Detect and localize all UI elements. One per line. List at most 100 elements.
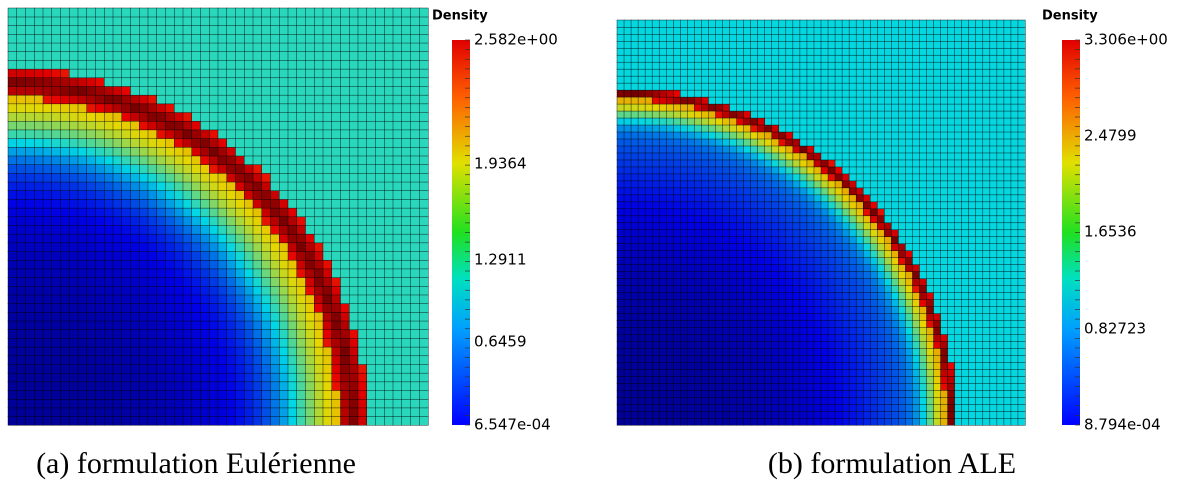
cell [7, 416, 18, 426]
cell [209, 33, 219, 44]
cell [60, 416, 70, 426]
cell [813, 96, 822, 105]
cell [200, 224, 210, 235]
cell [687, 201, 695, 210]
cell [708, 138, 717, 147]
cell [156, 77, 167, 87]
cell [877, 236, 885, 244]
cell [708, 417, 717, 426]
cell [687, 222, 695, 231]
cell [217, 346, 228, 357]
cell [651, 340, 660, 349]
cell [644, 299, 653, 307]
cell [235, 51, 245, 61]
cell [940, 396, 949, 405]
cell [200, 190, 210, 200]
cell [891, 347, 899, 356]
cell [42, 85, 53, 96]
cell [869, 54, 878, 63]
cell [392, 16, 403, 26]
cell [834, 326, 843, 335]
cell [401, 268, 412, 278]
cell [834, 131, 843, 140]
cell [60, 25, 70, 35]
cell [848, 131, 857, 140]
cell [877, 410, 885, 419]
cell [349, 129, 359, 139]
cell [42, 172, 53, 183]
cell [182, 16, 193, 26]
cell [121, 259, 132, 270]
cell [848, 124, 857, 133]
cell [209, 372, 219, 383]
cell [296, 242, 307, 252]
cell [60, 390, 70, 400]
cell [785, 396, 794, 405]
cell [252, 372, 263, 383]
cell [855, 326, 864, 335]
cell [191, 398, 202, 409]
cell [209, 320, 219, 330]
cell [771, 292, 780, 300]
cell [644, 236, 653, 244]
cell [165, 68, 175, 79]
cell [209, 129, 219, 139]
cell [919, 173, 928, 182]
cell [891, 396, 899, 405]
cell [884, 159, 892, 168]
cell [139, 329, 149, 339]
cell [658, 347, 667, 356]
cell [862, 313, 871, 321]
cell [366, 251, 377, 261]
cell [884, 229, 892, 238]
cell [410, 346, 420, 357]
cell [891, 208, 899, 217]
cell [235, 85, 245, 96]
cell [384, 242, 394, 252]
cell [884, 194, 892, 203]
cell [933, 187, 942, 196]
cell [616, 19, 625, 28]
cell [139, 268, 149, 278]
cell [743, 375, 752, 384]
cell [940, 292, 949, 300]
cell [813, 187, 822, 196]
cell [34, 329, 44, 339]
cell [848, 222, 857, 231]
cell [287, 372, 298, 383]
cell [848, 96, 857, 105]
cell [912, 403, 921, 412]
cell [905, 271, 913, 279]
cell [235, 77, 245, 87]
cell [855, 82, 864, 91]
cell [69, 190, 79, 200]
cell [926, 396, 935, 405]
cell [314, 94, 324, 105]
cell [69, 381, 79, 391]
cell [743, 19, 752, 28]
cell [244, 372, 254, 383]
cell [729, 201, 738, 210]
cell [25, 146, 35, 157]
cell [665, 145, 674, 154]
cell [813, 375, 822, 384]
cell [869, 103, 878, 112]
cell [121, 77, 132, 87]
cell [750, 320, 759, 328]
cell [637, 361, 646, 370]
cell [933, 285, 942, 293]
cell [279, 398, 289, 409]
cell [778, 40, 787, 49]
cell [69, 51, 79, 61]
cell [86, 42, 97, 52]
cell [357, 146, 368, 157]
cell [200, 372, 210, 383]
cell [715, 61, 724, 70]
cell [165, 77, 175, 87]
cell [191, 138, 202, 148]
cell [331, 85, 342, 96]
cell [147, 216, 158, 226]
cell [42, 294, 53, 304]
cell [834, 68, 843, 77]
cell [314, 233, 324, 244]
